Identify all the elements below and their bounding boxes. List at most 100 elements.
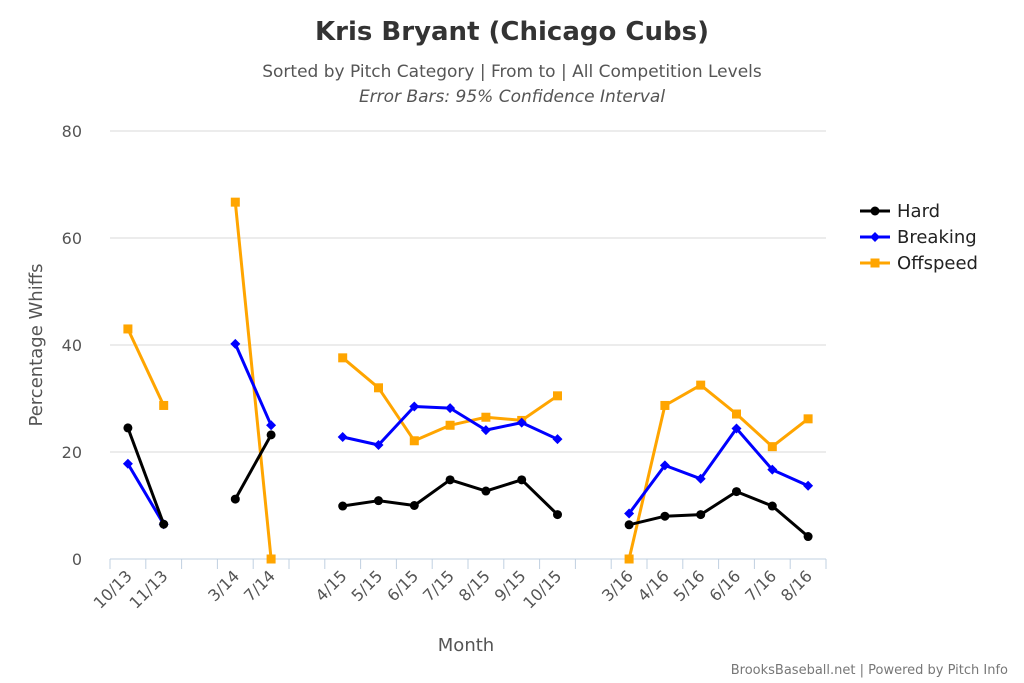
hard-point[interactable] [767,501,777,511]
y-axis-ticks: 0 20 40 60 80 [62,122,82,569]
legend-item-hard[interactable]: Hard [860,201,940,222]
y-tick-label: 80 [62,122,82,141]
offspeed-line [627,383,810,560]
offspeed-point[interactable] [123,324,133,334]
hard-point[interactable] [230,494,240,504]
gridlines [110,130,826,453]
y-tick-label: 60 [62,229,82,248]
breaking-point[interactable] [767,464,778,475]
hard-line [342,478,559,516]
hard-point[interactable] [266,430,276,440]
breaking-line [126,463,165,525]
offspeed-point[interactable] [230,197,240,207]
offspeed-point[interactable] [445,420,455,430]
x-tick-label: 5/16 [670,566,709,605]
offspeed-point[interactable] [624,554,634,564]
offspeed-point[interactable] [159,400,169,410]
breaking-point[interactable] [480,425,491,436]
legend-marker[interactable] [870,258,880,268]
breaking-point[interactable] [731,423,742,434]
legend-marker[interactable] [870,206,880,216]
hard-point[interactable] [553,510,562,520]
legend-item-breaking[interactable]: Breaking [860,227,977,248]
breaking-point[interactable] [409,401,420,412]
y-tick-label: 20 [62,443,82,462]
offspeed-point[interactable] [803,414,813,424]
legend-label: Breaking [897,227,977,248]
offspeed-point[interactable] [767,442,777,452]
y-tick-label: 0 [72,550,82,569]
x-tick-label: 6/16 [705,566,744,605]
offspeed-point[interactable] [374,383,383,393]
y-tick-label: 40 [62,336,82,355]
breaking-point[interactable] [373,440,384,451]
series-hard [123,423,813,542]
hard-point[interactable] [732,487,741,497]
offspeed-point[interactable] [732,409,741,419]
breaking-point[interactable] [122,458,133,469]
chart-subtitle: Sorted by Pitch Category | From to | All… [262,62,762,82]
hard-point[interactable] [159,519,169,529]
hard-point[interactable] [660,511,670,521]
hard-point[interactable] [123,423,133,433]
hard-point[interactable] [338,501,348,511]
breaking-point[interactable] [624,508,635,519]
offspeed-line [233,202,273,560]
series-breaking [122,338,814,530]
breaking-point[interactable] [552,434,563,445]
y-axis-title: Percentage Whiffs [26,264,47,427]
hard-point[interactable] [696,510,706,520]
x-tick-label: 7/16 [741,566,780,605]
x-tick-label: 10/15 [519,566,565,612]
offspeed-line [126,328,166,407]
hard-point[interactable] [481,486,491,496]
credits-text[interactable]: BrooksBaseball.net | Powered by Pitch In… [731,663,1008,678]
x-tick-label: 6/15 [383,566,422,605]
x-tick-label: 5/15 [347,566,386,605]
breaking-point[interactable] [695,473,706,484]
offspeed-point[interactable] [481,412,491,422]
offspeed-point[interactable] [660,400,670,410]
hard-point[interactable] [624,520,634,530]
breaking-line [233,343,273,426]
x-axis-title: Month [438,635,494,656]
offspeed-point[interactable] [409,436,419,446]
legend-label: Offspeed [897,253,978,274]
hard-line [126,427,166,525]
hard-point[interactable] [409,501,419,510]
breaking-point[interactable] [659,460,670,471]
offspeed-point[interactable] [338,353,348,363]
x-tick-label: 7/14 [240,566,279,605]
breaking-point[interactable] [803,480,814,491]
chart-subtitle-error-bars: Error Bars: 95% Confidence Interval [359,87,665,107]
x-tick-label: 11/13 [125,566,171,612]
offspeed-point[interactable] [553,391,562,401]
hard-point[interactable] [803,532,813,542]
x-tick-label: 8/15 [455,566,494,605]
x-tick-label: 4/15 [312,566,351,605]
x-tick-label: 4/16 [634,566,673,605]
breaking-point[interactable] [266,420,277,431]
breaking-point[interactable] [337,432,348,443]
hard-point[interactable] [374,496,383,506]
offspeed-point[interactable] [696,380,706,390]
legend-item-offspeed[interactable]: Offspeed [860,253,978,274]
x-tick-label: 3/14 [204,566,243,605]
hard-line [628,490,810,538]
legend: Hard Breaking Offspeed [860,201,978,274]
hard-point[interactable] [445,475,455,485]
hard-line [233,434,273,500]
chart-title: Kris Bryant (Chicago Cubs) [315,17,709,47]
legend-marker[interactable] [870,232,880,242]
breaking-point[interactable] [445,403,456,414]
series-offspeed [123,197,813,564]
breaking-line [627,427,809,515]
legend-label: Hard [897,201,940,222]
offspeed-point[interactable] [266,554,276,564]
breaking-point[interactable] [516,417,527,428]
breaking-point[interactable] [230,338,241,349]
hard-point[interactable] [517,475,527,485]
x-tick-label: 3/16 [598,566,637,605]
x-tick-label: 7/15 [419,566,458,605]
